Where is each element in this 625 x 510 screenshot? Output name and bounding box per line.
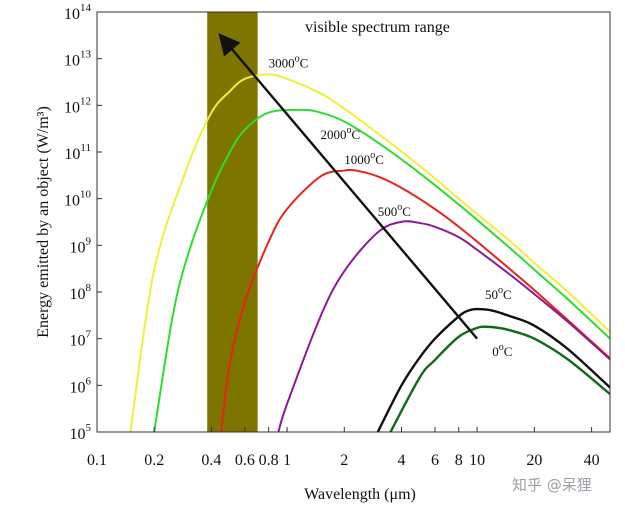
- y-tick-label: 108: [70, 282, 92, 303]
- x-tick-label: 0.1: [87, 452, 107, 469]
- x-tick-label: 0.6: [235, 452, 255, 469]
- temperature-trend-arrow: [218, 33, 479, 340]
- plot-frame: [96, 11, 611, 433]
- x-tick-label: 0.2: [144, 452, 164, 469]
- series-label: 1000oC: [344, 150, 384, 167]
- visible-spectrum-band-layer: [207, 12, 258, 432]
- series-layer: [129, 73, 610, 432]
- y-tick-label: 1014: [64, 2, 92, 23]
- plot-border: [96, 11, 611, 433]
- visible-spectrum-label: visible spectrum range: [305, 19, 450, 36]
- y-tick-label: 1011: [64, 142, 91, 163]
- x-tick-label: 0.4: [201, 452, 221, 469]
- series-line-4: [376, 307, 610, 432]
- series-line-2: [220, 168, 610, 432]
- x-tick-label: 40: [584, 452, 600, 469]
- y-tick-label: 109: [70, 235, 92, 256]
- series-label: 2000oC: [321, 125, 361, 142]
- arrow-layer: [218, 33, 479, 340]
- y-tick-label: 107: [70, 329, 92, 350]
- series-label: 0oC: [492, 342, 512, 359]
- curve-label-layer: 3000oC 2000oC 1000oC 500oC 50oC 0oC: [269, 53, 513, 358]
- tick-layer: 0.1 0.2 0.4 0.6 0.8 1 2 4 6 8 10 20 40 105 106 107 108 10…: [64, 2, 600, 469]
- series-line-5: [389, 325, 610, 432]
- x-tick-label: 2: [340, 452, 348, 469]
- series-label: 50oC: [485, 285, 512, 302]
- watermark-text: 知乎 @呆狸: [512, 476, 592, 494]
- series-line-3: [277, 220, 610, 432]
- x-tick-label: 10: [469, 452, 485, 469]
- visible-spectrum-band: [207, 12, 258, 432]
- y-tick-label: 105: [70, 422, 92, 443]
- y-axis-title: Energy emitted by an object (W/m³): [35, 106, 52, 338]
- x-tick-label: 1: [283, 452, 291, 469]
- x-tick-label: 4: [398, 452, 406, 469]
- x-tick-label: 6: [431, 452, 439, 469]
- series-line-0: [129, 73, 610, 432]
- series-label: 500oC: [378, 202, 411, 219]
- y-tick-label: 1013: [64, 49, 92, 70]
- x-axis-title: Wavelength (μm): [304, 486, 416, 503]
- y-tick-label: 106: [70, 375, 92, 396]
- y-tick-label: 1010: [64, 189, 92, 210]
- series-label: 3000oC: [269, 53, 309, 70]
- series-line-1: [153, 108, 610, 432]
- x-tick-label: 8: [455, 452, 463, 469]
- x-tick-label: 0.8: [259, 452, 279, 469]
- x-tick-label: 20: [526, 452, 542, 469]
- y-tick-label: 1012: [64, 95, 91, 116]
